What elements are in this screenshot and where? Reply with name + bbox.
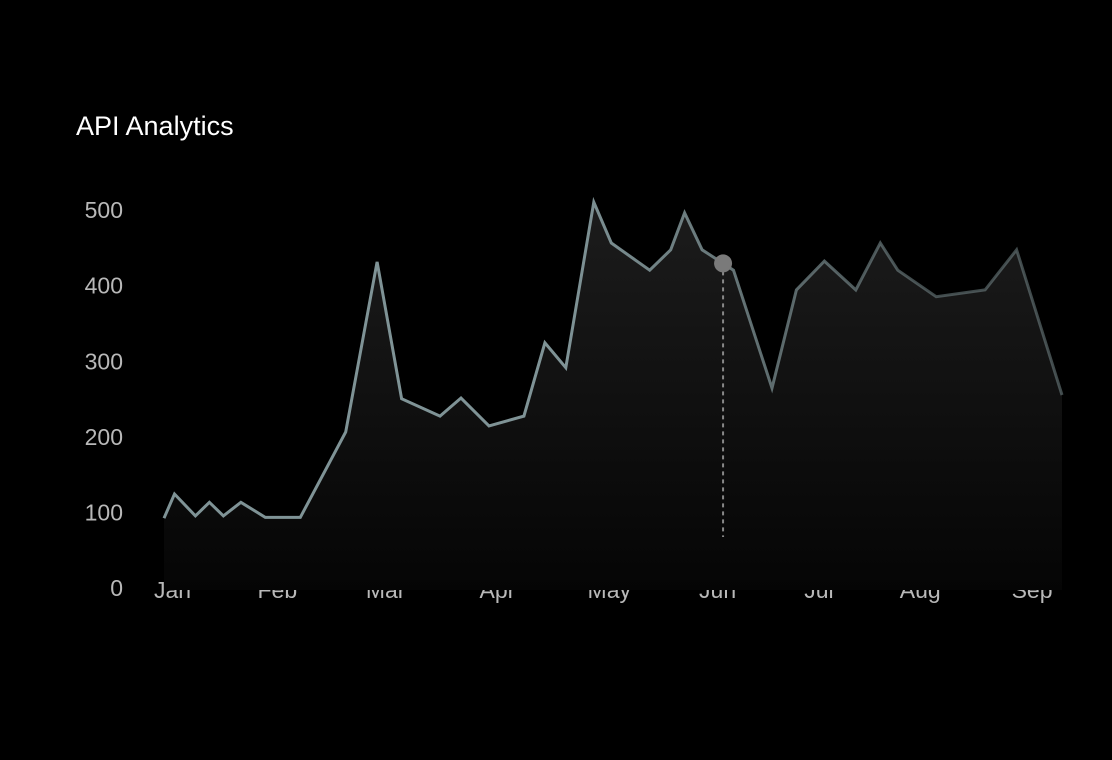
y-tick-label: 200 (85, 424, 123, 450)
y-tick-label: 100 (85, 499, 123, 525)
chart-title: API Analytics (76, 111, 234, 141)
area (164, 202, 1062, 590)
y-tick-label: 400 (85, 273, 123, 299)
hover-point (714, 254, 733, 273)
line (162, 196, 1064, 519)
y-tick-label: 500 (85, 197, 123, 223)
y-tick-label: 0 (110, 575, 123, 601)
y-tick-label: 300 (85, 348, 123, 374)
